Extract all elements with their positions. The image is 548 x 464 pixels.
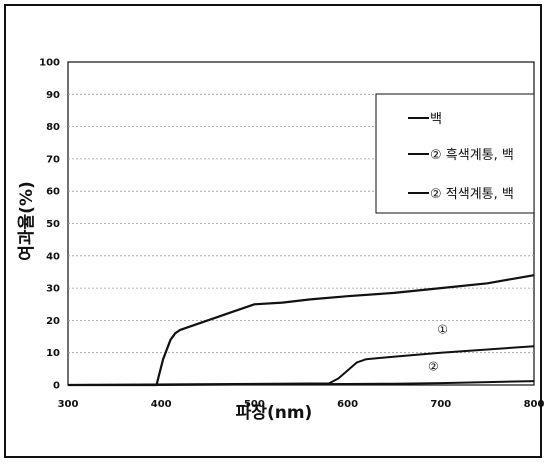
y-tick-100: 100 bbox=[39, 58, 60, 69]
series-line-2 bbox=[68, 380, 535, 386]
series-line-0 bbox=[68, 274, 535, 387]
y-tick-20: 20 bbox=[46, 316, 60, 327]
chart-frame: 0 10 20 30 40 50 60 70 80 90 100 300 400 500 600 700 80… bbox=[4, 4, 544, 458]
legend: 백 ② 흑색계통, 백 ② 적색계통, 백 bbox=[375, 93, 535, 214]
x-tick-600: 600 bbox=[337, 399, 358, 410]
y-tick-10: 10 bbox=[46, 348, 60, 359]
legend-label-1: ② 흑색계통, 백 bbox=[430, 148, 514, 163]
y-tick-labels: 0 10 20 30 40 50 60 70 80 90 100 bbox=[39, 58, 60, 392]
x-tick-400: 400 bbox=[151, 399, 172, 410]
series-line-1 bbox=[67, 345, 535, 386]
y-tick-80: 80 bbox=[46, 122, 60, 133]
x-tick-labels: 300 400 500 600 700 800 bbox=[58, 399, 544, 410]
y-tick-0: 0 bbox=[53, 381, 60, 392]
x-tick-300: 300 bbox=[58, 399, 79, 410]
x-tick-700: 700 bbox=[430, 399, 451, 410]
x-axis-title: 파장(nm) bbox=[236, 403, 313, 423]
legend-label-0: 백 bbox=[430, 112, 442, 127]
series-lines bbox=[67, 274, 535, 387]
legend-label-2: ② 적색계통, 백 bbox=[430, 187, 514, 202]
y-tick-70: 70 bbox=[46, 154, 60, 165]
y-tick-90: 90 bbox=[46, 90, 60, 101]
y-axis-title: 여과율(%) bbox=[17, 181, 37, 261]
line-chart: 0 10 20 30 40 50 60 70 80 90 100 300 400 500 600 700 80… bbox=[17, 58, 544, 424]
y-tick-60: 60 bbox=[46, 187, 60, 198]
series-annotation-2: ② bbox=[428, 359, 439, 373]
series-annotation-1: ① bbox=[437, 322, 448, 336]
series-annotations: ①② bbox=[428, 322, 448, 373]
x-tick-800: 800 bbox=[524, 399, 544, 410]
y-tick-30: 30 bbox=[46, 284, 60, 295]
x-tick-500: 500 bbox=[244, 399, 265, 410]
legend-box bbox=[375, 93, 535, 214]
y-tick-50: 50 bbox=[46, 219, 60, 230]
y-tick-40: 40 bbox=[46, 251, 60, 262]
